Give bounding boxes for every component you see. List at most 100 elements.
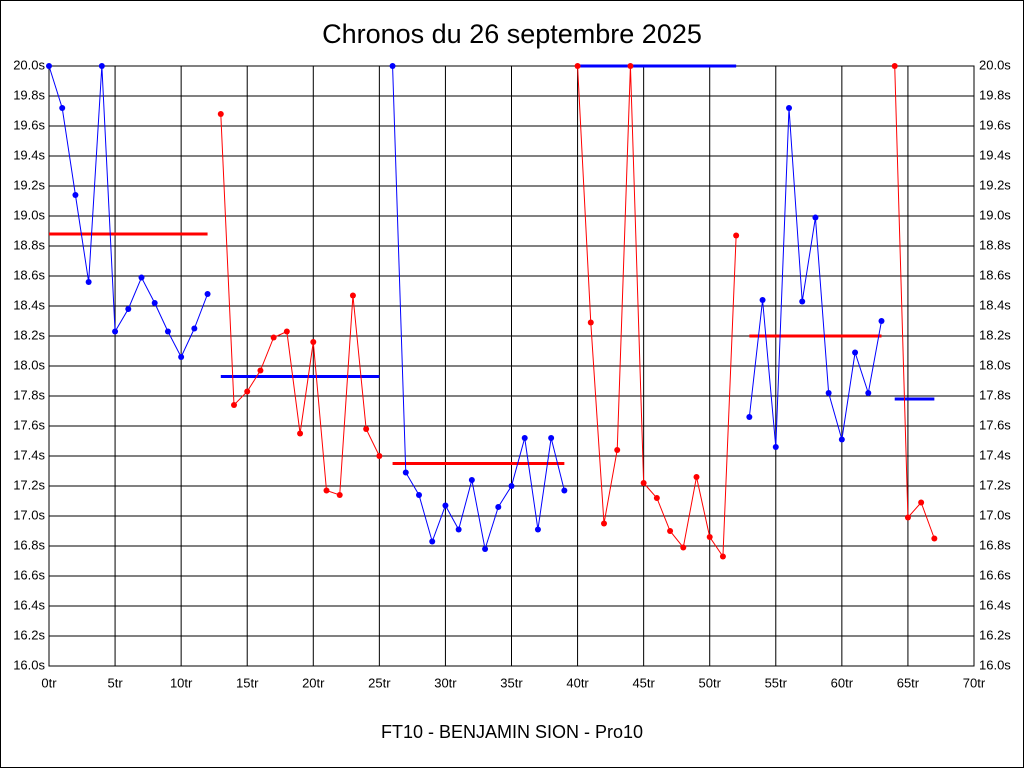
x-tick-label: 5tr [107,675,123,690]
y2-tick-label: 19.6s [979,117,1011,132]
y-tick-label: 20.0s [13,57,45,72]
point [812,214,819,221]
y2-tick-label: 18.2s [979,327,1011,342]
point [865,390,872,396]
point [548,435,555,441]
y2-tick-label: 16.6s [979,567,1011,582]
x-tick-label: 30tr [434,675,457,690]
chart-title: Chronos du 26 septembre 2025 [322,19,702,49]
y-tick-label: 19.0s [13,207,45,222]
point [244,388,251,395]
y2-tick-label: 18.6s [979,267,1011,282]
point [151,300,158,306]
x-tick-label: 0tr [41,675,57,690]
point [389,63,396,69]
y2-tick-label: 18.0s [979,357,1011,372]
x-tick-label: 10tr [170,675,193,690]
y2-tick-label: 17.8s [979,387,1011,402]
point [455,526,462,533]
x-tick-label: 35tr [500,675,523,690]
point [468,477,475,483]
point [416,492,422,498]
y-tick-label: 18.4s [13,297,45,312]
point [772,444,779,450]
y-tick-label: 17.0s [13,507,45,522]
y2-tick-label: 18.8s [979,237,1011,252]
point [336,492,343,498]
point [918,499,925,506]
point [138,274,145,281]
point [323,487,330,494]
y2-tick-label: 17.0s [979,507,1011,522]
point [376,453,383,459]
point [112,328,119,335]
point [746,414,753,420]
point [59,105,66,111]
x-tick-label: 20tr [302,675,325,690]
point [429,538,436,545]
point [85,279,92,285]
chart-footer: FT10 - BENJAMIN SION - Pro10 [381,722,643,742]
x-tick-label: 40tr [566,675,589,690]
point [680,544,687,551]
point [363,426,370,432]
point [561,487,568,494]
point [442,502,449,509]
y-tick-label: 17.6s [13,417,45,432]
point [521,435,528,441]
point [402,469,409,476]
point [627,63,634,69]
y2-tick-label: 16.2s [979,627,1011,642]
y-tick-label: 19.2s [13,177,45,192]
point [904,514,911,521]
point [799,298,806,305]
point [72,192,79,198]
y-tick-label: 17.8s [13,387,45,402]
point [587,319,594,326]
point [482,546,489,552]
point [257,367,264,374]
y2-tick-label: 20.0s [979,57,1011,72]
point [786,105,792,111]
y2-tick-label: 19.0s [979,207,1011,222]
x-tick-label: 55tr [765,675,788,690]
point [349,292,356,299]
point [601,520,607,527]
point [283,328,290,335]
point [495,504,502,510]
y-tick-label: 17.2s [13,477,45,492]
point [852,349,859,356]
point [838,436,845,443]
point [297,430,304,437]
x-tick-label: 60tr [831,675,854,690]
x-tick-label: 25tr [368,675,391,690]
y-tick-label: 16.8s [13,537,45,552]
point [667,528,674,534]
point [640,480,647,486]
point [614,447,621,453]
point [310,339,317,345]
x-tick-label: 45tr [632,675,655,690]
point [719,553,726,560]
point [825,390,832,396]
point [204,291,211,297]
point [125,306,132,312]
point [217,111,224,117]
point [270,334,277,341]
point [164,328,171,335]
x-tick-label: 50tr [699,675,722,690]
point [231,402,237,408]
point [191,325,198,332]
y-tick-label: 18.0s [13,357,45,372]
y-tick-label: 18.6s [13,267,45,282]
y2-tick-label: 19.8s [979,87,1011,102]
y2-tick-label: 16.4s [979,597,1011,612]
series-line [894,65,935,539]
y-tick-label: 16.4s [13,597,45,612]
y-tick-label: 17.4s [13,447,45,462]
y-tick-label: 16.6s [13,567,45,582]
point [574,63,581,69]
point [931,535,938,542]
